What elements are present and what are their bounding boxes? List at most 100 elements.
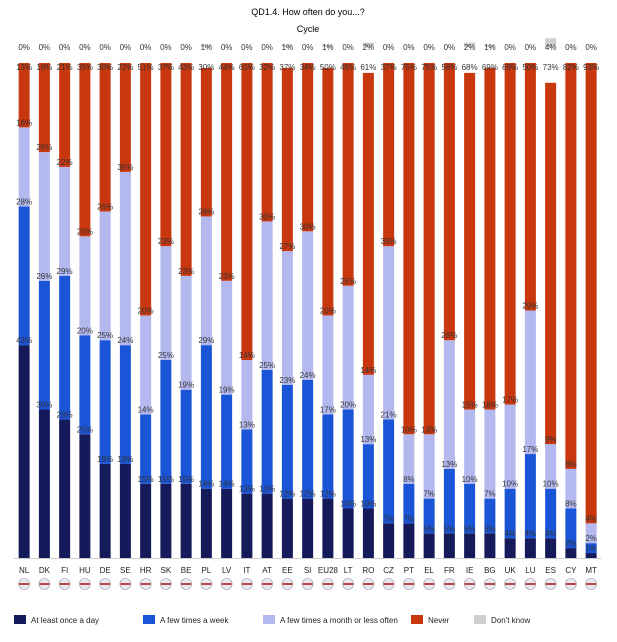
- value-label-dontknow: 0%: [565, 43, 577, 52]
- category-label: SE: [120, 566, 131, 575]
- flag-icon: [463, 578, 476, 590]
- bar-segment-hr-s2: [140, 315, 152, 415]
- flag-icon: [301, 578, 314, 590]
- value-label: 50%: [522, 63, 538, 72]
- flag-icon: [119, 578, 132, 590]
- bar-segment-sk-s3: [160, 63, 172, 247]
- value-label: 15%: [462, 401, 478, 410]
- bar-segment-lv-s0: [221, 488, 233, 558]
- bar-segment-lu-s3: [524, 63, 536, 311]
- value-label-dontknow: 2%: [464, 43, 476, 52]
- legend-item: A few times a week: [143, 615, 229, 625]
- bar-segment-pl-dontknow: [200, 44, 212, 47]
- bar-segment-fi-s1: [59, 275, 71, 420]
- value-label: 10%: [502, 480, 518, 489]
- value-label: 14%: [219, 480, 235, 489]
- value-label-dontknow: 0%: [403, 43, 415, 52]
- value-label: 28%: [16, 198, 32, 207]
- bar-segment-hu-s0: [79, 434, 91, 558]
- value-label: 43%: [16, 336, 32, 345]
- bar-segment-el-s3: [423, 63, 435, 435]
- bar-segment-cz-s2: [383, 246, 395, 420]
- value-label: 26%: [441, 331, 457, 340]
- bar-segment-cz-s1: [383, 419, 395, 524]
- flag-icon: [261, 578, 273, 590]
- bar-segment-ie-s0: [464, 533, 476, 558]
- value-label: 17%: [522, 445, 538, 454]
- bar-segment-ie-s1: [464, 483, 476, 534]
- bar-segment-el-s1: [423, 498, 435, 534]
- bar-segment-nl-s1: [18, 206, 30, 346]
- bar-segment-ee-s1: [281, 384, 293, 499]
- category-label: DK: [39, 566, 51, 575]
- value-label-dontknow: 0%: [241, 43, 253, 52]
- bar-segment-cy-s3: [565, 63, 577, 469]
- bar-segment-bg-s1: [484, 498, 496, 534]
- flag-icon: [322, 578, 334, 590]
- value-label: 4%: [585, 514, 597, 523]
- value-label: 13%: [16, 63, 32, 72]
- value-label-dontknow: 0%: [59, 43, 71, 52]
- category-label: NL: [19, 566, 30, 575]
- value-label: 2%: [585, 534, 597, 543]
- bar-segment-es-dontknow: [545, 38, 557, 47]
- value-label: 10%: [360, 500, 376, 509]
- value-label: 20%: [77, 326, 93, 335]
- flag-icon: [160, 578, 172, 590]
- category-label: UK: [505, 566, 517, 575]
- flag-icon: [139, 578, 152, 590]
- category-label: SK: [161, 566, 172, 575]
- flag-icon: [342, 578, 354, 590]
- flag-icon: [423, 578, 435, 590]
- bar-segment-be-s0: [180, 483, 192, 558]
- bar-segment-ee-dontknow: [281, 44, 293, 47]
- bar-segment-mt-s0: [585, 553, 597, 558]
- value-label: 14%: [198, 480, 214, 489]
- bar-segment-lt-s0: [342, 508, 354, 558]
- bar-segment-fi-s3: [59, 63, 71, 167]
- bar-segment-pt-s2: [403, 434, 415, 484]
- value-label: 32%: [259, 63, 275, 72]
- bar-segment-si-s2: [302, 231, 314, 380]
- bar-segment-eu28-dontknow: [322, 44, 334, 47]
- bar-segment-ie-s3: [464, 72, 476, 410]
- bar-segment-at-s3: [261, 63, 273, 222]
- value-label: 13%: [441, 460, 457, 469]
- value-label: 13%: [259, 485, 275, 494]
- bar-segment-fr-s1: [443, 468, 455, 534]
- bar-segment-lu-s0: [524, 538, 536, 558]
- legend-item: Never: [411, 615, 450, 625]
- bar-segment-nl-s0: [18, 345, 30, 558]
- category-label: HU: [79, 566, 91, 575]
- value-label: 69%: [482, 63, 498, 72]
- value-label: 15%: [138, 475, 154, 484]
- value-label: 8%: [403, 475, 415, 484]
- bar-segment-ie-s2: [464, 409, 476, 484]
- bar-segment-se-s0: [119, 463, 131, 558]
- value-label: 13%: [360, 435, 376, 444]
- bar-segment-it-s0: [241, 493, 253, 558]
- value-label: 12%: [279, 490, 295, 499]
- value-label: 23%: [178, 267, 194, 276]
- value-label: 8%: [565, 500, 577, 509]
- bar-segment-lu-s2: [524, 310, 536, 455]
- value-label: 35%: [77, 63, 93, 72]
- bar-segment-bg-s3: [484, 67, 496, 410]
- value-label: 16%: [16, 118, 32, 127]
- flag-icon: [565, 578, 577, 590]
- value-label: 19%: [178, 381, 194, 390]
- bar-segment-si-s0: [302, 498, 314, 558]
- bar-segment-lv-s2: [221, 280, 233, 395]
- bar-segment-ro-s0: [362, 508, 374, 558]
- flag-icon: [382, 578, 395, 590]
- legend-swatch: [263, 615, 275, 624]
- legend-item: A few times a month or less often: [263, 615, 398, 625]
- value-label-dontknow: 0%: [302, 43, 314, 52]
- value-label: 19%: [117, 455, 133, 464]
- value-label-dontknow: 0%: [444, 43, 456, 52]
- value-label-dontknow: 0%: [160, 43, 172, 52]
- legend-swatch: [411, 615, 423, 624]
- bar-segment-de-s2: [99, 211, 111, 341]
- bar-segment-nl-s3: [18, 63, 30, 128]
